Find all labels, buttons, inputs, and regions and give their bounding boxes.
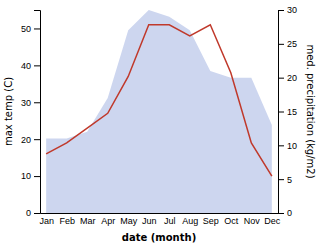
tick-label: 20: [287, 73, 297, 83]
tick-label: 10: [21, 171, 31, 181]
tick-label: 30: [21, 98, 31, 108]
tick: 0: [26, 208, 40, 218]
tick-mark: [34, 213, 40, 214]
tick-label: Nov: [244, 216, 261, 226]
tick-mark: [278, 44, 284, 45]
tick: Aug: [182, 216, 198, 226]
marks: [46, 10, 272, 213]
x-axis-title: date (month): [122, 232, 196, 243]
tick-mark: [34, 102, 40, 103]
tick: 40: [21, 61, 40, 71]
tick-label: Jul: [164, 216, 176, 226]
tick-mark: [278, 112, 284, 113]
tick-label: 15: [287, 107, 297, 117]
tick: 30: [278, 5, 297, 15]
tick-label: Oct: [224, 216, 239, 226]
tick: 30: [21, 98, 40, 108]
tick-label: 5: [287, 175, 292, 185]
tick: 20: [278, 73, 297, 83]
tick-label: Jan: [39, 216, 54, 226]
tick-label: 50: [21, 24, 31, 34]
tick: Oct: [224, 216, 239, 226]
temperature-line: [46, 25, 272, 176]
tick-label: Aug: [182, 216, 198, 226]
tick: 50: [21, 24, 40, 34]
tick-label: Feb: [59, 216, 75, 226]
tick: Dec: [264, 216, 281, 226]
tick: Jul: [164, 216, 176, 226]
axis-line: [41, 213, 279, 214]
tick: 5: [278, 175, 292, 185]
tick-mark: [278, 213, 284, 214]
tick-label: 40: [21, 61, 31, 71]
axis-line: [34, 11, 41, 214]
tick-label: Jun: [142, 216, 157, 226]
tick: 20: [21, 135, 40, 145]
tick: 0: [278, 208, 292, 218]
tick: Apr: [101, 216, 115, 226]
tick: Nov: [244, 216, 261, 226]
plot: Jan Feb Mar Apr May Jun Jul Aug Sep Oct NovDec 0 10 2…: [3, 5, 316, 243]
tick-mark: [34, 176, 40, 177]
tick-label: Mar: [80, 216, 96, 226]
x-axis: Jan Feb Mar Apr May Jun Jul Aug Sep Oct NovDec: [39, 214, 280, 227]
y2-axis-title: med. precipitation (kg/m2): [305, 44, 316, 178]
tick-mark: [278, 10, 284, 11]
tick: 25: [278, 39, 297, 49]
tick-mark: [278, 145, 284, 146]
tick-label: 30: [287, 5, 297, 15]
tick: 10: [278, 141, 297, 151]
chart: Jan Feb Mar Apr May Jun Jul Aug Sep Oct NovDec 0 10 2…: [0, 0, 318, 247]
axis-line: [279, 11, 285, 214]
tick: Jan: [39, 216, 54, 226]
tick-mark: [278, 78, 284, 79]
tick-label: 10: [287, 141, 297, 151]
tick: May: [120, 216, 138, 226]
tick-mark: [34, 28, 40, 29]
tick: Jun: [142, 216, 157, 226]
tick-label: 0: [26, 208, 31, 218]
tick-mark: [34, 139, 40, 140]
tick-label: Sep: [203, 216, 219, 226]
y-axis: 0 10 20 30 40 50: [21, 11, 41, 219]
tick-mark: [34, 65, 40, 66]
y-axis-title: max temp (C): [3, 77, 14, 146]
precipitation-area: [46, 10, 272, 213]
tick: Sep: [203, 216, 219, 226]
tick-label: May: [120, 216, 138, 226]
y2-axis: 0 5 10 15 20 25 30: [278, 5, 297, 218]
tick-label: 20: [21, 135, 31, 145]
tick-label: 25: [287, 39, 297, 49]
tick-label: Apr: [101, 216, 115, 226]
tick: 15: [278, 107, 297, 117]
tick-mark: [278, 179, 284, 180]
tick-label: Dec: [264, 216, 281, 226]
tick: 10: [21, 171, 40, 181]
tick: Feb: [59, 216, 75, 226]
tick: Mar: [80, 216, 96, 226]
tick-label: 0: [287, 208, 292, 218]
